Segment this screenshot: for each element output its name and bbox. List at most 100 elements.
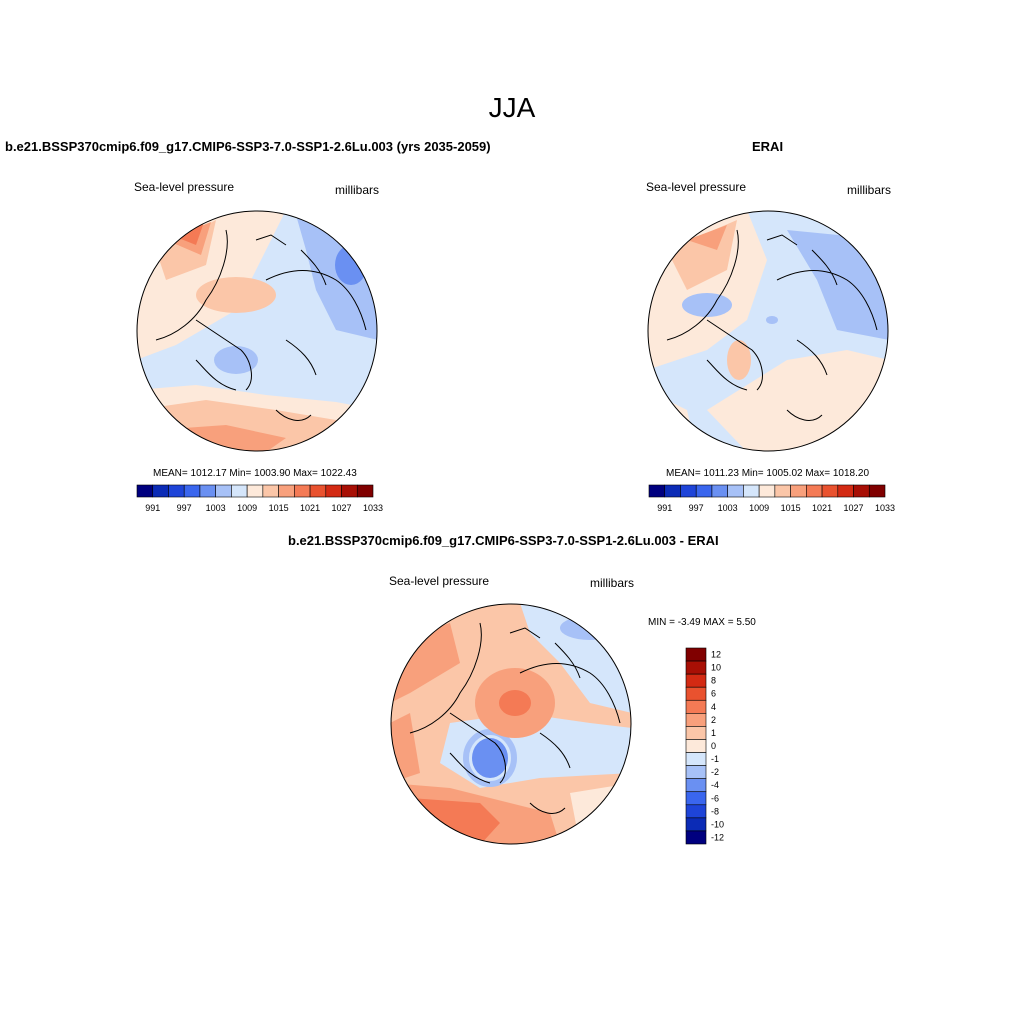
panel1-variable-label: Sea-level pressure: [134, 180, 235, 194]
panel3-colorbar-tick-label: -8: [711, 806, 719, 816]
panel2-colorbar-box: [806, 484, 823, 498]
panel2-colorbar-tick-label: 1009: [749, 503, 769, 513]
panel2-colorbar-tick-label: 1027: [844, 503, 864, 513]
panel3-title: b.e21.BSSP370cmip6.f09_g17.CMIP6-SSP3-7.…: [288, 533, 719, 548]
panel3-colorbar-tick-label: 4: [711, 702, 716, 712]
panel3-colorbar-tick-label: -1: [711, 754, 719, 764]
panel2-colorbar-box: [727, 484, 744, 498]
panel2-map-border: [647, 210, 889, 452]
panel3-colorbar-box: [685, 686, 707, 701]
panel3-colorbar-box: [685, 791, 707, 806]
panel1-colorbar-tick-label: 1003: [206, 503, 226, 513]
panel2-colorbar-box: [821, 484, 839, 498]
panel3-colorbar-tick-label: -6: [711, 793, 719, 803]
panel2-alaska-low: [682, 293, 732, 317]
panel2-colorbar-box: [664, 484, 681, 498]
panel3-colorbar-box: [685, 830, 707, 845]
panel3-colorbar-box: [685, 673, 707, 688]
panel2-colorbar-box: [648, 484, 666, 498]
panel1-colorbar-box: [152, 484, 169, 498]
panel3-colorbar-box: [685, 804, 707, 819]
panel3-colorbar-box: [685, 660, 707, 675]
panel2-coastlines: [666, 229, 878, 421]
panel1-coastlines: [155, 229, 367, 421]
panel1-title: b.e21.BSSP370cmip6.f09_g17.CMIP6-SSP3-7.…: [5, 139, 491, 154]
panel2-colorbar-box: [758, 484, 776, 498]
panel3-arctic-positive-core: [499, 690, 531, 716]
panel3-southeast-weak: [570, 783, 631, 844]
panel3-colorbar-box: [685, 699, 707, 714]
panel1-colorbar-tick-label: 1009: [237, 503, 257, 513]
panel1-colorbar-box: [215, 484, 232, 498]
panel3-polar-map: [390, 603, 632, 845]
panel3-stats: MIN = -3.49 MAX = 5.50: [648, 617, 756, 628]
panel1-colorbar-box: [309, 484, 327, 498]
panel1-colorbar-box: [231, 484, 248, 498]
panel1-greenland-low: [214, 346, 258, 374]
panel3-colorbar-tick-label: -4: [711, 780, 719, 790]
panel3-colorbar-tick-label: 0: [711, 741, 716, 751]
figure-title: JJA: [488, 92, 536, 123]
panel2-colorbar-tick-label: 1003: [718, 503, 738, 513]
panel2-colorbar-tick-label: 1021: [812, 503, 832, 513]
panel3-colorbar-box: [685, 647, 707, 662]
panel3-colorbar-tick-label: 12: [711, 650, 721, 660]
panel3-colorbar-box: [685, 739, 707, 753]
panel1-colorbar-box: [356, 484, 374, 498]
panel1-colorbar-tick-label: 997: [177, 503, 192, 513]
panel1-low-core: [335, 245, 367, 285]
panel2-greenland-high: [727, 340, 751, 380]
panel3-colorbar-box: [685, 817, 707, 832]
panel1-colorbar-box: [278, 484, 295, 498]
panel3-greenland-negative: [472, 738, 508, 778]
panel1-colorbar-tick-label: 1021: [300, 503, 320, 513]
panel2-small-low: [766, 316, 778, 324]
panel2-colorbar-tick-label: 1033: [875, 503, 895, 513]
panel3-colorbar-tick-label: 10: [711, 663, 721, 673]
panel2-variable-label: Sea-level pressure: [646, 180, 747, 194]
panel1-colorbar: 991 997 1003 1009 1015 1021 1027 1033: [136, 484, 383, 513]
panel1-units-label: millibars: [335, 183, 380, 197]
panel2-colorbar-box: [743, 484, 760, 498]
panel2-stats: MEAN= 1011.23 Min= 1005.02 Max= 1018.20: [666, 468, 870, 479]
panel1-colorbar-box: [199, 484, 216, 498]
panel3-colorbar-tick-label: -10: [711, 819, 724, 829]
panel2-colorbar-tick-label: 997: [689, 503, 704, 513]
panel1-polar-map: [136, 210, 378, 452]
panel2-colorbar-box: [711, 484, 728, 498]
panel3-colorbar-tick-label: 2: [711, 715, 716, 725]
panel3-northeast-negative-core: [560, 616, 620, 640]
panel2-colorbar-tick-label: 991: [657, 503, 672, 513]
panel3-colorbar-box: [685, 752, 707, 766]
panel3-colorbar-tick-label: 6: [711, 689, 716, 699]
panel3-colorbar-box: [685, 713, 707, 727]
panel3-colorbar-box: [685, 765, 707, 779]
panel2-colorbar-box: [774, 484, 791, 498]
panel3-units-label: millibars: [590, 576, 635, 590]
panel3-colorbar-tick-label: -2: [711, 767, 719, 777]
panel2-colorbar-box: [868, 484, 886, 498]
panel2-units-label: millibars: [847, 183, 892, 197]
panel2-colorbar-box: [695, 484, 713, 498]
panel1-colorbar-box: [183, 484, 201, 498]
panel1-colorbar-tick-label: 1015: [269, 503, 289, 513]
panel1-map-border: [136, 210, 378, 452]
panel2-colorbar-tick-label: 1015: [781, 503, 801, 513]
panel3-colorbar-tick-label: 1: [711, 728, 716, 738]
panel1-colorbar-box: [262, 484, 279, 498]
panel3-coastlines: [409, 622, 621, 814]
panel2-colorbar-box: [837, 484, 854, 498]
panel2-colorbar: 991 997 1003 1009 1015 1021 1027 1033: [648, 484, 895, 513]
panel1-colorbar-box: [246, 484, 264, 498]
panel1-colorbar-box: [136, 484, 154, 498]
panel1-colorbar-tick-label: 991: [145, 503, 160, 513]
panel2-pacific-high-core: [687, 225, 727, 250]
panel3-colorbar-box: [685, 726, 707, 740]
panel1-colorbar-tick-label: 1033: [363, 503, 383, 513]
panel1-colorbar-box: [168, 484, 185, 498]
panel2-colorbar-box: [680, 484, 697, 498]
panel3-colorbar-tick-label: -12: [711, 832, 724, 842]
panel1-colorbar-box: [294, 484, 311, 498]
panel2-title: ERAI: [752, 139, 784, 154]
